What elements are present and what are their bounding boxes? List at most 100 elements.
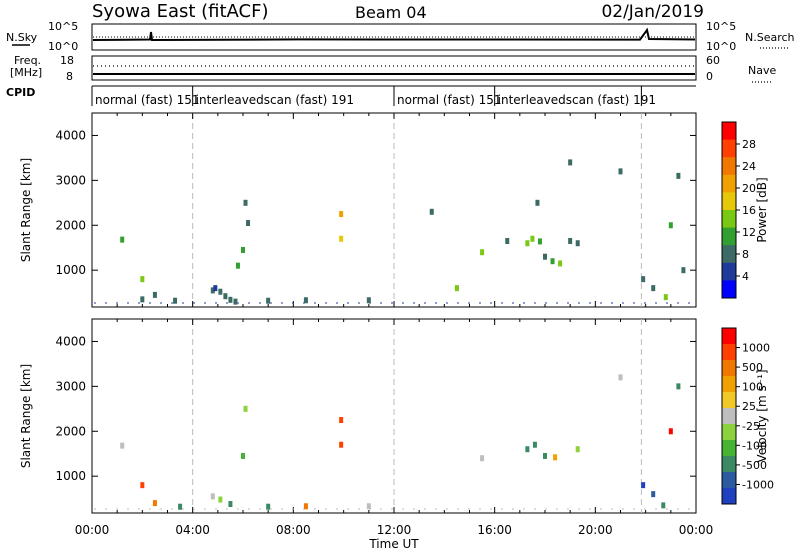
nave-tick-top: 60 — [706, 54, 720, 67]
colorbar-cell — [722, 360, 736, 377]
noise-right-tick-bottom: 10^0 — [706, 40, 736, 53]
date-label: 02/Jan/2019 — [601, 2, 704, 22]
data-cell — [210, 287, 215, 294]
colorbar-cell — [722, 424, 736, 441]
power-colorbar-label: Power [dB] — [755, 177, 769, 242]
nsky-series — [92, 27, 696, 42]
data-cell — [266, 297, 271, 304]
data-cell — [246, 220, 251, 227]
data-cell — [339, 211, 344, 218]
colorbar-tick-label: 28 — [742, 138, 756, 151]
data-cell — [480, 455, 485, 462]
freq-panel: Freq. [MHz] 18 8 60 0 Nave — [10, 54, 776, 83]
data-cell — [525, 446, 530, 453]
cpid-segment-label: normal (fast) 151 — [95, 93, 199, 107]
y-tick-label: 3000 — [55, 379, 86, 393]
data-cell — [339, 417, 344, 424]
data-cell — [532, 441, 537, 448]
data-cell — [661, 502, 666, 509]
data-cell — [641, 276, 646, 283]
data-cell — [241, 246, 245, 253]
colorbar-cell — [722, 227, 736, 246]
colorbar-cell — [722, 472, 736, 489]
x-tick-label: 00:00 — [75, 523, 110, 537]
data-cell — [676, 172, 681, 179]
data-cell — [668, 222, 673, 229]
data-cell — [668, 428, 673, 435]
power-panel: Slant Range [km] 4000 3000 2000 1000 — [19, 112, 697, 308]
colorbar-tick-label: -25 — [742, 420, 760, 433]
data-cell — [218, 288, 223, 295]
velocity-panel: Slant Range [km] 4000 3000 2000 1000 — [19, 318, 697, 514]
data-cell — [480, 249, 485, 256]
colorbar-frame — [721, 327, 737, 505]
velocity-colorbar: Velocity [m s⁻¹] 1000 500 100 25 -25 -100 -500… — [721, 327, 774, 505]
y-tick-label: 3000 — [55, 173, 86, 187]
data-cell — [120, 442, 125, 449]
station-title: Syowa East (fitACF) — [92, 1, 268, 22]
colorbar-tick-label: -1000 — [742, 478, 774, 491]
colorbar-cell — [722, 122, 736, 141]
data-cell — [558, 260, 563, 267]
colorbar-tick-label: 100 — [742, 381, 763, 394]
noise-right-tick-top: 10^5 — [706, 20, 736, 33]
data-cell — [152, 291, 157, 298]
data-cell — [651, 285, 656, 292]
y-tick-label: 4000 — [55, 128, 86, 142]
cpid-segment-label: interleavedscan (fast) 191 — [196, 93, 354, 107]
data-cell — [575, 240, 580, 247]
data-cell — [339, 235, 344, 242]
data-cell — [553, 454, 558, 461]
data-cell — [676, 383, 681, 390]
data-cell — [568, 237, 573, 244]
x-tick-label: 04:00 — [175, 523, 210, 537]
data-cell — [228, 501, 233, 508]
y-tick-label: 2000 — [55, 424, 86, 438]
x-tick-label: 20:00 — [578, 523, 613, 537]
colorbar-cell — [722, 280, 736, 299]
colorbar-tick-label: 20 — [742, 182, 756, 195]
freq-unit-label: [MHz] — [10, 66, 42, 79]
y-tick-label: 2000 — [55, 218, 86, 232]
data-cell — [663, 294, 668, 301]
colorbar-cell — [722, 328, 736, 345]
y-tick-label: 1000 — [55, 469, 86, 483]
colorbar-cell — [722, 488, 736, 505]
colorbar-tick-label: 16 — [742, 204, 756, 217]
x-tick-label: 12:00 — [377, 523, 412, 537]
data-cell — [525, 240, 530, 247]
data-cell — [243, 405, 248, 412]
noise-panel: N.Sky N.Search 10^5 10^0 10^5 10^0 — [6, 20, 795, 53]
data-cell — [140, 296, 145, 303]
colorbar-tick-label: 12 — [742, 226, 756, 239]
power-y-label: Slant Range [km] — [19, 158, 33, 262]
power-colorbar: Power [dB] 28 24 20 16 12 8 4 — [721, 121, 769, 299]
colorbar-cell — [722, 174, 736, 193]
colorbar-tick-label: 1000 — [742, 342, 770, 355]
colorbar-tick-label: 25 — [742, 400, 756, 413]
data-cell — [530, 235, 535, 242]
noise-left-tick-top: 10^5 — [48, 20, 78, 33]
data-cell — [429, 208, 434, 215]
velocity-colorbar-label: Velocity [m s⁻¹] — [755, 369, 769, 462]
data-cell — [213, 285, 218, 292]
data-cell — [241, 452, 245, 459]
colorbar-cell — [722, 440, 736, 457]
colorbar-tick-label: 24 — [742, 160, 756, 173]
data-cell — [339, 441, 344, 448]
colorbar-cell — [722, 157, 736, 176]
noise-left-tick-bottom: 10^0 — [48, 40, 78, 53]
colorbar-tick-label: -500 — [742, 459, 767, 472]
x-axis-label: Time UT — [368, 537, 419, 551]
data-cell — [575, 446, 580, 453]
data-cell — [223, 293, 228, 300]
data-cell — [641, 482, 646, 489]
data-cell — [173, 297, 178, 304]
data-cell — [228, 296, 233, 303]
colorbar-cell — [722, 210, 736, 229]
data-cell — [235, 262, 240, 269]
beam-label: Beam 04 — [355, 3, 427, 22]
data-cell — [266, 503, 271, 510]
